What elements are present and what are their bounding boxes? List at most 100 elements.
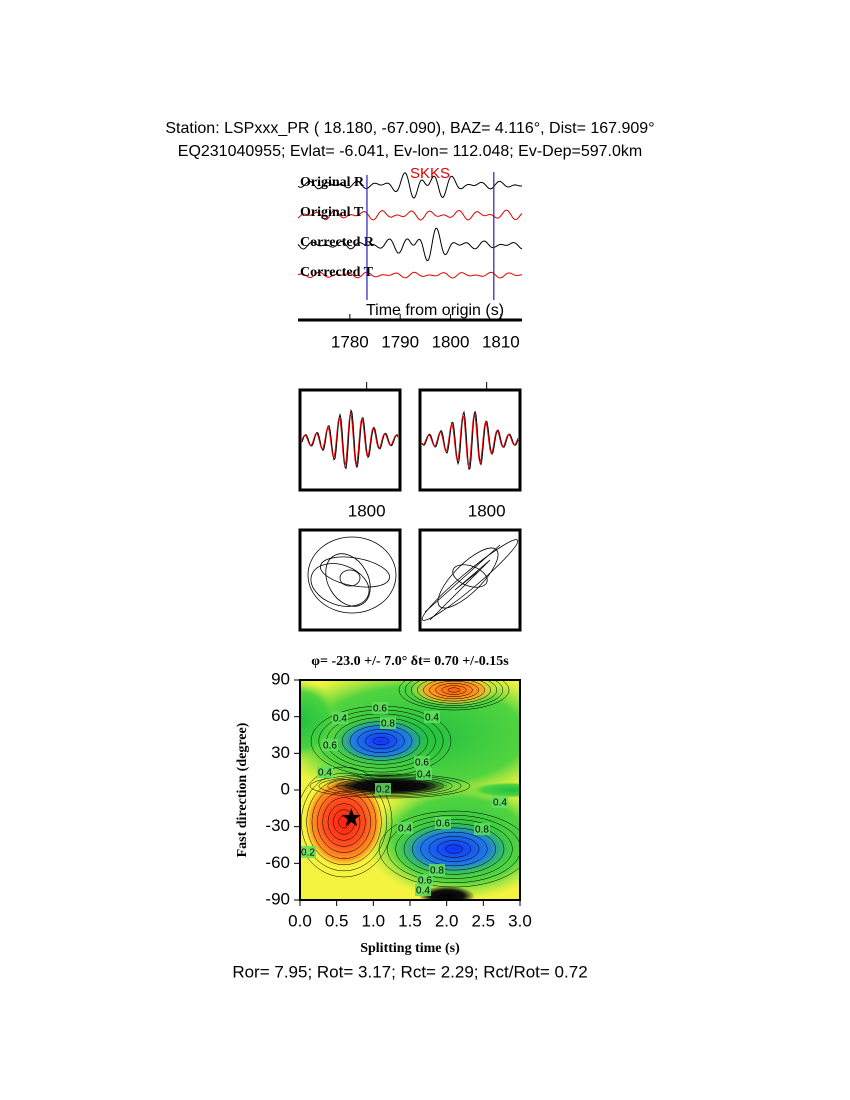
contour-line (410, 680, 498, 706)
contour-line (300, 766, 393, 878)
panel-trace (421, 410, 519, 471)
panel-frame (418, 388, 522, 492)
contour-line (403, 823, 505, 875)
x-tick-label: 1800 (348, 501, 386, 520)
x-tick-label: 1800 (432, 332, 470, 351)
footer: Ror= 7.95; Rot= 3.17; Rct= 2.29; Rct/Rot… (232, 962, 587, 981)
contour-label-box (332, 712, 348, 724)
contour-label: 0.6 (415, 758, 429, 769)
y-tick-label: -30 (265, 816, 290, 835)
x-tick-label: 0.5 (325, 911, 349, 930)
y-tick-label: 90 (271, 669, 290, 688)
contour-label-box (415, 884, 431, 896)
contour-line (306, 778, 382, 866)
contour-label: 0.8 (381, 719, 395, 730)
contour-label-box (300, 846, 316, 858)
contour-line (309, 773, 471, 799)
misfit-blob (302, 774, 386, 870)
motion-path (424, 544, 501, 621)
waveform-trace (297, 227, 523, 262)
misfit-map: 0.40.60.80.40.60.40.60.40.20.40.4 0.60.80… (300, 680, 520, 900)
contour-line (365, 732, 397, 750)
phase-label: SKKS (410, 165, 450, 182)
contour-label: 0.4 (318, 768, 332, 779)
contour-label-box (322, 739, 338, 751)
panel-trace (301, 408, 399, 470)
motion-loop (310, 563, 370, 607)
misfit-blob (470, 782, 520, 798)
motion-loop (325, 553, 371, 607)
motion-loop (421, 539, 519, 621)
contour-line (398, 680, 510, 711)
particle-motion (307, 536, 519, 621)
contour-line (420, 831, 488, 867)
x-tick-label: 1810 (482, 332, 520, 351)
contour-line (301, 772, 387, 872)
contour-line (378, 810, 520, 888)
grid-title: φ= -23.0 +/- 7.0° δt= 0.70 +/-0.15s (311, 654, 509, 669)
contour-line (327, 776, 453, 796)
contour-label-box (474, 823, 490, 835)
x-tick-label: 1790 (381, 332, 419, 351)
contour-line (437, 840, 471, 858)
contour-line (428, 836, 480, 862)
header-line: Station: LSPxxx_PR ( 18.180, -67.090), B… (165, 120, 654, 137)
contour-label: 0.6 (323, 741, 337, 752)
contour-label: 0.2 (376, 785, 390, 796)
contour-line (387, 814, 520, 884)
motion-loop (437, 547, 499, 609)
y-tick-label: 0 (281, 779, 290, 798)
contour-line (357, 729, 405, 753)
trace-label: Original T (300, 205, 364, 220)
contour-label: 0.6 (418, 876, 432, 887)
contour-line (429, 680, 479, 700)
contour-line (445, 844, 463, 854)
header-line: EQ231040955; Evlat= -6.041, Ev-lon= 112.… (178, 143, 642, 160)
waveform-trace (297, 271, 523, 279)
contour-line (447, 687, 461, 693)
contour-label: 0.4 (333, 714, 347, 725)
contour-label: 0.4 (417, 770, 431, 781)
contour-label: 0.6 (436, 819, 450, 830)
contour-label-box (424, 711, 440, 723)
motion-loop (307, 536, 397, 614)
x-tick-label: 2.0 (435, 911, 459, 930)
motion-loop (339, 569, 361, 587)
contour-label: 0.2 (301, 848, 315, 859)
contour-label-box (417, 874, 433, 886)
contour-label: 0.8 (475, 825, 489, 836)
contour-label: 0.4 (398, 824, 412, 835)
panel-frames (298, 388, 522, 632)
trace-label: Corrected R (300, 235, 375, 250)
contour-line (435, 683, 473, 697)
contour-line (441, 685, 467, 695)
contour-line (322, 797, 366, 847)
panel-trace (301, 413, 399, 468)
y-axis-label: Fast direction (degree) (235, 722, 250, 857)
contour-label: 0.4 (416, 886, 430, 897)
x-tick-label: 1800 (468, 501, 506, 520)
contour-label-box (375, 783, 391, 795)
motion-loop (320, 556, 390, 588)
contour-label: 0.4 (425, 713, 439, 724)
x-axis-label: Splitting time (s) (360, 941, 460, 956)
contour-line (372, 736, 390, 746)
contour-label-box (380, 717, 396, 729)
x-tick-label: 0.0 (288, 911, 312, 930)
contour-line (311, 785, 377, 859)
x-tick-label: 1780 (331, 332, 369, 351)
contour-line (327, 803, 361, 841)
contour-line (317, 791, 371, 853)
x-tick-label: 1.0 (362, 911, 386, 930)
best-fit-star (341, 808, 361, 827)
contour-line (318, 775, 462, 797)
y-tick-label: -60 (265, 853, 290, 872)
x-tick-label: 1.5 (398, 911, 422, 930)
trace-label: Corrected T (300, 265, 374, 280)
contour-line (395, 819, 513, 879)
trace-label: Original R (300, 175, 365, 190)
y-tick-label: 30 (271, 743, 290, 762)
misfit-blob (419, 886, 475, 900)
contour-label-box (492, 796, 508, 808)
